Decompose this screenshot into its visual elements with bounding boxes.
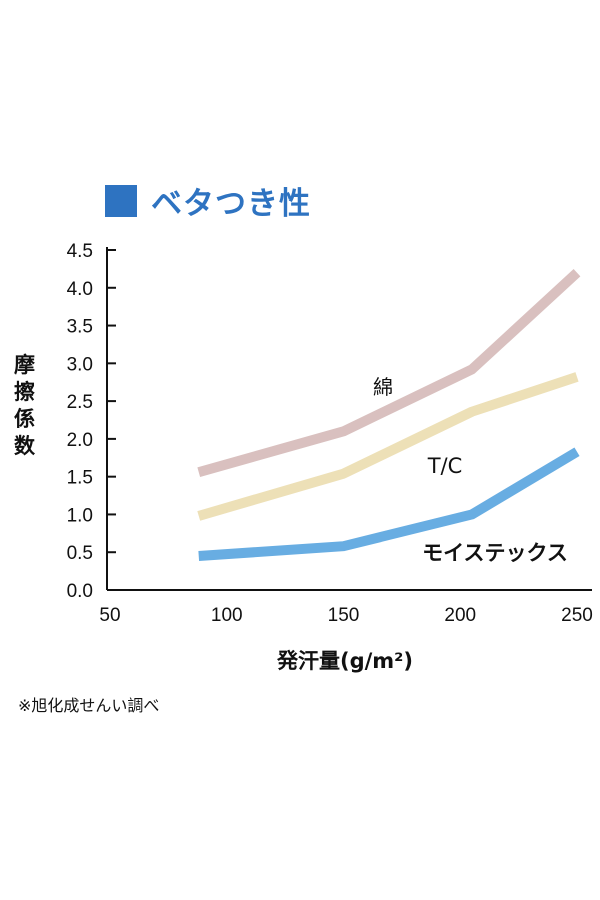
x-tick-label: 200: [444, 605, 476, 626]
series-label: モイステックス: [422, 541, 568, 565]
y-tick-label: 1.0: [67, 505, 93, 526]
y-tick-label: 2.0: [67, 430, 93, 451]
series-label: 綿: [373, 375, 393, 399]
y-tick-label: 3.5: [67, 317, 93, 338]
y-tick-label: 3.0: [67, 354, 93, 375]
x-tick-label: 100: [211, 605, 243, 626]
y-tick-label: 1.5: [67, 468, 93, 489]
title-square-icon: [105, 184, 137, 217]
y-tick-label: 2.5: [67, 392, 93, 413]
x-tick-label: 250: [561, 605, 593, 626]
y-tick-label: 4.0: [67, 279, 93, 300]
y-tick-label: 4.5: [67, 241, 93, 262]
x-tick-label: 50: [99, 605, 120, 626]
x-axis-label: 発汗量(g/m²): [276, 649, 413, 673]
y-axis-label: 摩擦係数: [14, 353, 35, 458]
series-line-0: [197, 268, 581, 477]
x-tick-label: 150: [328, 605, 360, 626]
y-tick-label: 0.0: [67, 581, 93, 602]
y-tick-label: 0.5: [67, 543, 93, 564]
chart-title-text: ベタつき性: [151, 186, 311, 222]
chart-title: ベタつき性: [105, 178, 311, 223]
source-note: ※旭化成せんい調べ: [18, 696, 160, 715]
series-line-1: [197, 372, 579, 521]
series-line-2: [198, 447, 580, 561]
series-label: T/C: [427, 454, 463, 478]
